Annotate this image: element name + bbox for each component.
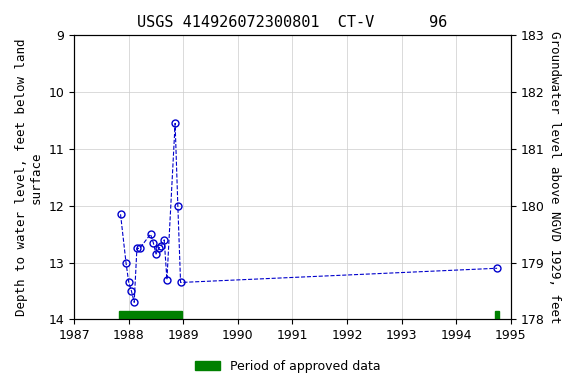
Y-axis label: Depth to water level, feet below land
surface: Depth to water level, feet below land su…	[15, 39, 43, 316]
Y-axis label: Groundwater level above NGVD 1929, feet: Groundwater level above NGVD 1929, feet	[548, 31, 561, 324]
Title: USGS 414926072300801  CT-V      96: USGS 414926072300801 CT-V 96	[137, 15, 448, 30]
Bar	[119, 311, 181, 319]
Legend: Period of approved data: Period of approved data	[190, 355, 386, 378]
Bar	[495, 311, 499, 319]
